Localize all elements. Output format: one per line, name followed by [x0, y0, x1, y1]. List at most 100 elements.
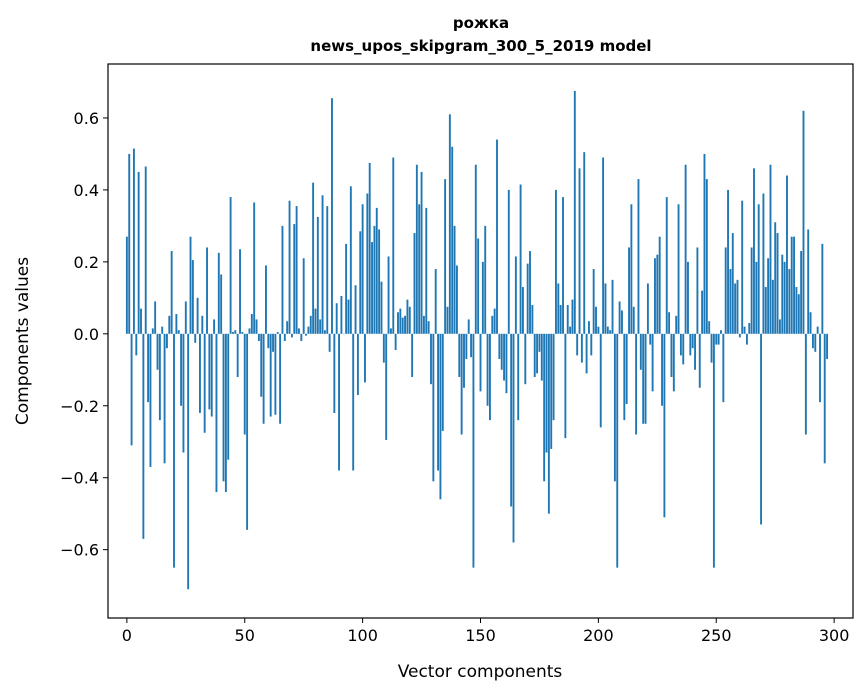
bar	[712, 333, 715, 568]
bar	[170, 251, 173, 334]
bar	[503, 333, 506, 381]
bar	[470, 333, 473, 358]
bar	[189, 236, 192, 334]
bar	[359, 231, 362, 334]
bar	[257, 333, 260, 341]
x-tick-label: 300	[819, 626, 850, 645]
bar	[795, 287, 798, 334]
bar	[793, 236, 796, 334]
bar	[776, 233, 779, 334]
bar	[290, 333, 293, 338]
y-axis-ticks: −0.6 −0.4 −0.2 0.0 0.2 0.4 0.6	[60, 109, 108, 560]
bar	[786, 175, 788, 334]
bar	[474, 164, 477, 334]
bar	[778, 319, 781, 334]
bar	[559, 305, 562, 334]
bar	[156, 333, 159, 370]
y-tick-label: 0.0	[74, 325, 99, 344]
bar	[147, 333, 150, 403]
bar	[479, 333, 482, 392]
bar	[378, 229, 381, 334]
bar	[493, 308, 496, 334]
bar	[347, 299, 350, 334]
bar	[227, 333, 230, 460]
bar	[583, 152, 586, 334]
bar	[621, 310, 623, 334]
bar	[576, 333, 579, 356]
bar	[790, 236, 793, 334]
bar	[248, 328, 251, 334]
bar	[496, 139, 498, 334]
bar	[142, 333, 145, 539]
bar	[199, 333, 201, 413]
bar	[229, 197, 232, 334]
y-tick-label: 0.4	[74, 181, 99, 200]
bar	[804, 333, 807, 435]
bar	[413, 233, 416, 334]
bar	[217, 252, 220, 334]
bar	[434, 269, 437, 334]
bar	[745, 333, 748, 345]
bar	[279, 333, 282, 424]
bar	[797, 294, 800, 334]
bar	[644, 333, 647, 424]
bar	[807, 229, 810, 334]
bar	[333, 333, 336, 413]
y-tick-label: 0.2	[74, 253, 99, 272]
bar	[656, 254, 659, 334]
bar	[552, 333, 555, 421]
bar	[755, 261, 758, 334]
bar	[406, 299, 409, 334]
bar	[724, 247, 727, 334]
bar	[665, 197, 668, 334]
bar	[566, 305, 569, 334]
bar	[514, 256, 517, 334]
bar	[137, 171, 140, 334]
bar	[821, 243, 824, 334]
bar	[823, 333, 826, 464]
bar	[467, 319, 470, 334]
bar	[441, 333, 444, 431]
bar	[154, 301, 157, 334]
bar	[639, 333, 642, 370]
bar	[356, 333, 359, 395]
bar	[691, 333, 694, 349]
bar	[460, 333, 463, 435]
bar	[196, 297, 199, 334]
bar	[625, 333, 628, 404]
x-tick-label: 100	[347, 626, 378, 645]
bar	[517, 333, 520, 421]
bar	[352, 333, 355, 471]
bar	[394, 333, 397, 350]
bar	[361, 204, 364, 334]
bar	[295, 206, 298, 334]
bar	[274, 333, 277, 415]
bar	[521, 287, 524, 334]
bar	[811, 333, 814, 349]
bar	[672, 333, 675, 392]
bar	[210, 333, 213, 417]
bar	[736, 279, 739, 334]
bar	[722, 333, 725, 403]
bar	[618, 301, 621, 334]
bar	[132, 148, 135, 334]
y-axis-label: Components values	[13, 257, 33, 425]
x-tick-label: 250	[701, 626, 732, 645]
bar	[526, 263, 529, 334]
bar	[397, 312, 399, 334]
bar	[177, 330, 180, 334]
bar	[781, 254, 784, 334]
bar	[651, 333, 654, 392]
bar	[774, 222, 777, 334]
bar	[512, 333, 515, 543]
bar	[571, 299, 574, 334]
bar	[731, 233, 734, 334]
bar	[826, 333, 829, 359]
bar	[788, 269, 791, 334]
bar	[748, 323, 751, 334]
bar	[616, 333, 619, 568]
bar	[753, 168, 755, 334]
chart-title: рожка	[453, 14, 509, 32]
bar	[427, 321, 430, 334]
